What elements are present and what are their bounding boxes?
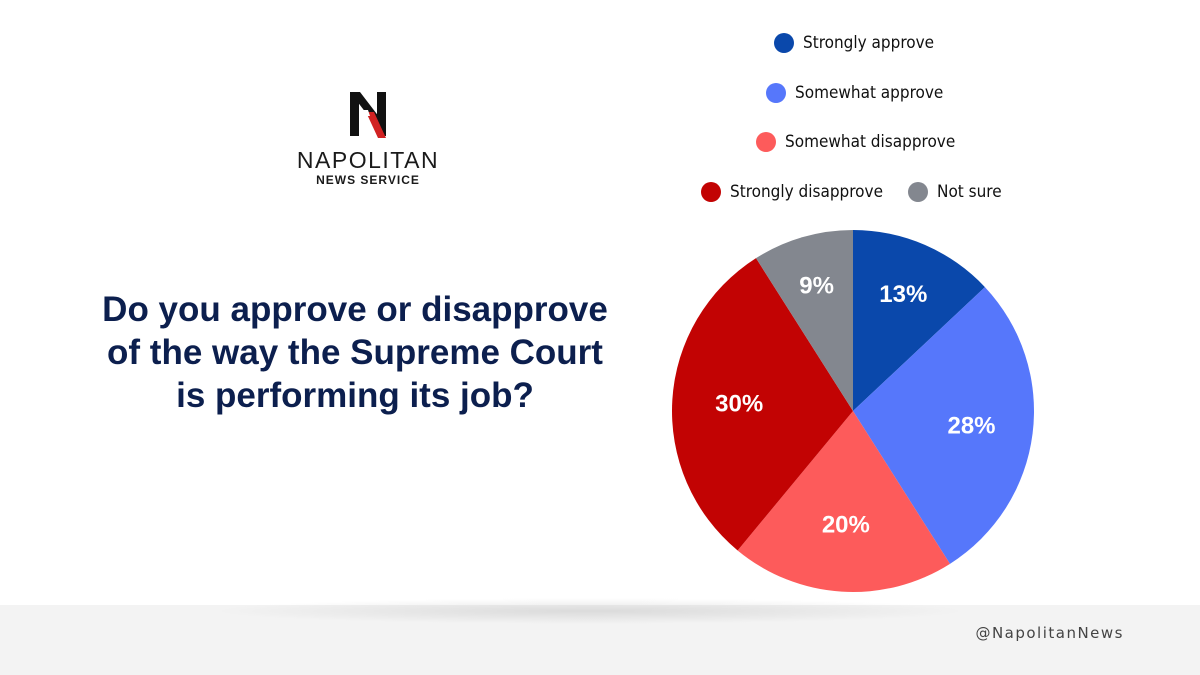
legend-label: Strongly approve [803,33,935,53]
card-shadow [210,598,970,624]
pie-slice-label: 20% [822,511,870,538]
pie-slice-not-sure [756,230,853,411]
pie-slice-somewhat-disapprove [737,411,950,592]
pie-slice-label: 13% [879,281,927,308]
pie-slice-strongly-disapprove [672,258,853,551]
legend-item-strongly-approve: Strongly approve [774,33,934,53]
legend-item-not-sure: Not sure [908,182,1002,202]
legend-item-strongly-disapprove: Strongly disapprove [701,182,883,202]
logo-name: NAPOLITAN [296,147,440,173]
legend-label: Somewhat disapprove [785,132,956,152]
legend-swatch [766,83,786,103]
pie-slice-strongly-approve [853,230,985,411]
legend-label: Somewhat approve [795,83,944,103]
legend-swatch [756,132,776,152]
legend-item-somewhat-disapprove: Somewhat disapprove [756,132,955,152]
chart-title: Do you approve or disapprove of the way … [102,290,608,415]
legend-label: Not sure [937,182,1002,202]
pie-slice-label: 9% [799,272,834,299]
logo-subtitle: NEWS SERVICE [316,173,420,187]
legend-swatch [908,182,928,202]
legend-swatch [774,33,794,53]
pie-slice-label: 30% [715,390,763,417]
brand-logo: NAPOLITAN NEWS SERVICE [288,90,448,188]
pie-chart: 13% 28% 20% 30% 9% [672,230,1034,592]
pie-slice-label: 28% [947,412,995,439]
legend-label: Strongly disapprove [730,182,883,202]
legend-item-somewhat-approve: Somewhat approve [766,83,943,103]
social-handle: @NapolitanNews [975,624,1124,642]
legend-swatch [701,182,721,202]
napolitan-n-icon [350,92,386,138]
pie-slice-somewhat-approve [853,287,1034,564]
